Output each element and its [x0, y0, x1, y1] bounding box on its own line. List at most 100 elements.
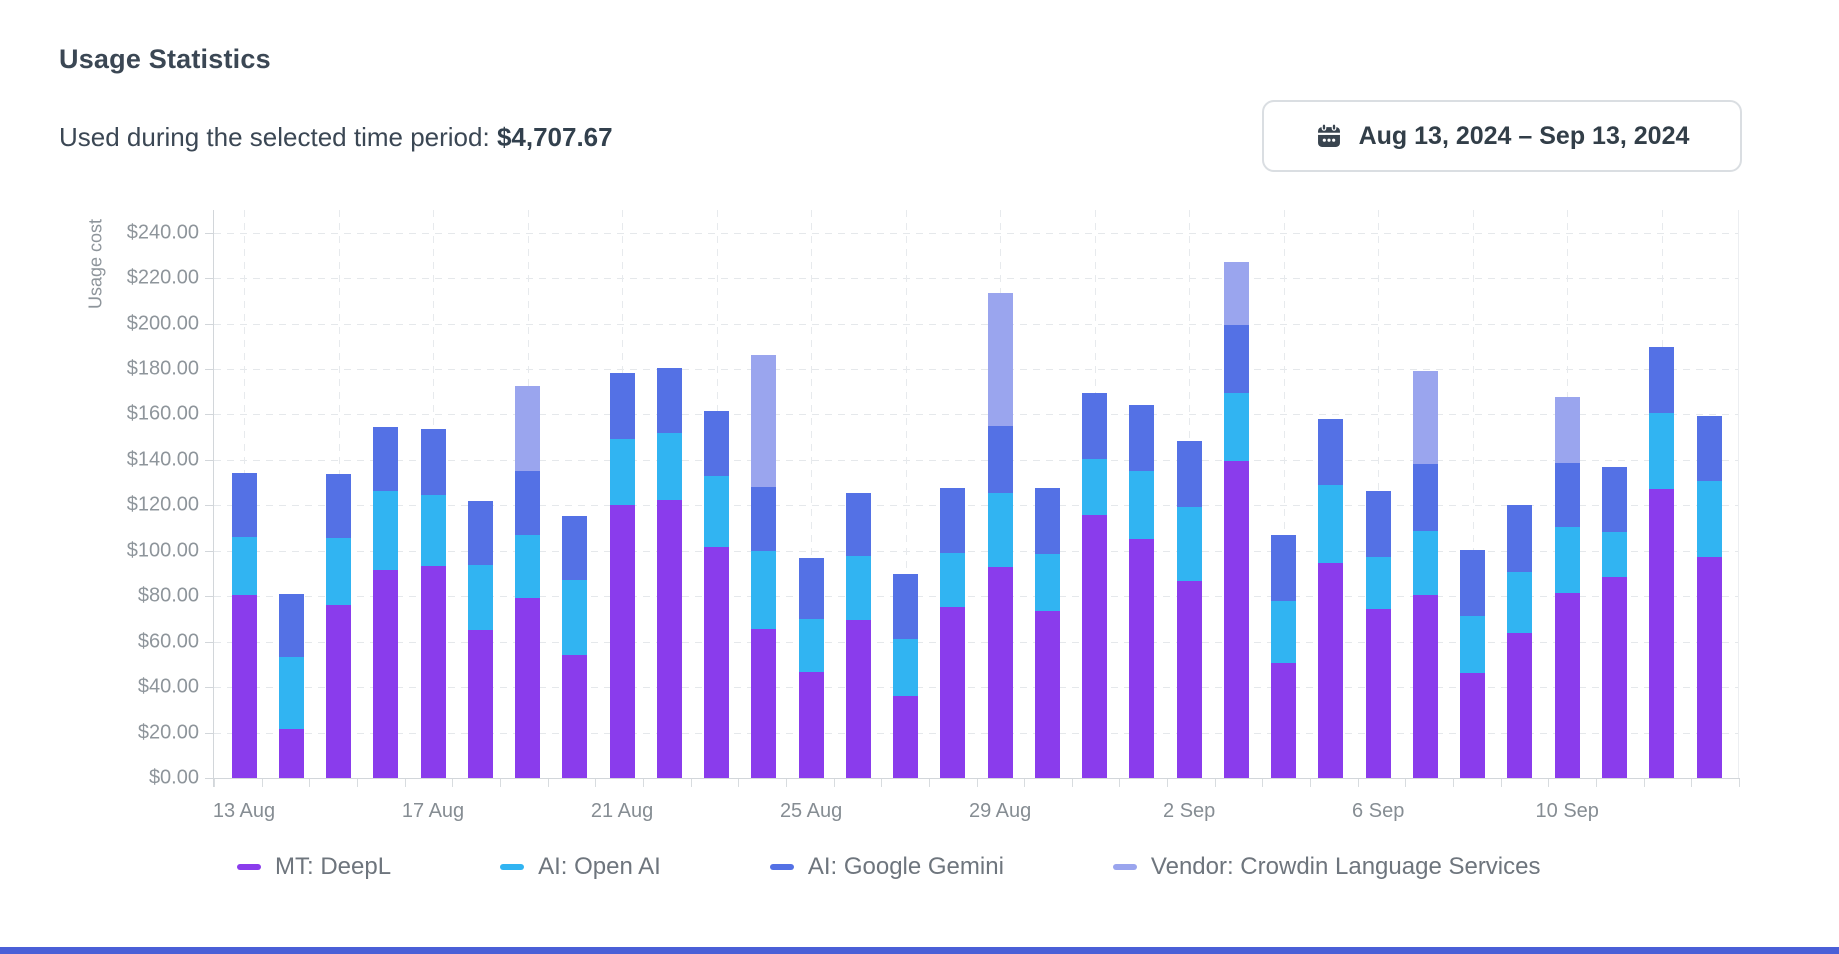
bar-segment[interactable]: [515, 597, 541, 778]
legend-item-open-ai[interactable]: AI: Open AI: [500, 853, 661, 881]
bar-9-sep[interactable]: [1507, 505, 1533, 778]
bar-segment[interactable]: [278, 728, 304, 778]
bar-segment[interactable]: [515, 535, 541, 598]
bar-segment[interactable]: [893, 638, 919, 697]
bar-segment[interactable]: [1412, 595, 1438, 778]
bar-24-aug[interactable]: [751, 355, 777, 778]
bar-segment[interactable]: [1129, 404, 1155, 471]
bar-25-aug[interactable]: [798, 557, 824, 778]
bar-23-aug[interactable]: [704, 411, 730, 778]
bar-segment[interactable]: [798, 671, 824, 778]
bar-segment[interactable]: [515, 386, 541, 471]
bar-4-sep[interactable]: [1271, 534, 1297, 778]
bar-22-aug[interactable]: [656, 368, 682, 778]
bar-segment[interactable]: [562, 580, 588, 655]
bar-segment[interactable]: [1460, 673, 1486, 778]
bar-segment[interactable]: [1601, 577, 1627, 778]
bar-5-sep[interactable]: [1318, 419, 1344, 778]
bar-segment[interactable]: [1554, 397, 1580, 463]
bar-28-aug[interactable]: [940, 488, 966, 778]
bar-segment[interactable]: [987, 293, 1013, 426]
bar-16-aug[interactable]: [373, 427, 399, 778]
bar-segment[interactable]: [420, 495, 446, 566]
bar-segment[interactable]: [1082, 515, 1108, 778]
bar-segment[interactable]: [373, 569, 399, 778]
bar-segment[interactable]: [1365, 609, 1391, 778]
bar-segment[interactable]: [940, 607, 966, 778]
bar-segment[interactable]: [1365, 556, 1391, 610]
bar-segment[interactable]: [1696, 556, 1722, 778]
bar-segment[interactable]: [373, 491, 399, 570]
bar-segment[interactable]: [1034, 611, 1060, 778]
bar-segment[interactable]: [1318, 484, 1344, 564]
bar-18-aug[interactable]: [467, 500, 493, 778]
bar-segment[interactable]: [1318, 563, 1344, 778]
bar-segment[interactable]: [845, 555, 871, 621]
bar-segment[interactable]: [609, 505, 635, 778]
bar-segment[interactable]: [1129, 470, 1155, 540]
bar-segment[interactable]: [1082, 459, 1108, 516]
bar-segment[interactable]: [704, 476, 730, 547]
bar-segment[interactable]: [940, 488, 966, 554]
bar-segment[interactable]: [987, 425, 1013, 494]
bar-segment[interactable]: [1696, 415, 1722, 482]
bar-segment[interactable]: [278, 656, 304, 729]
bar-segment[interactable]: [1176, 441, 1202, 507]
bar-segment[interactable]: [1554, 593, 1580, 778]
bar-6-sep[interactable]: [1365, 491, 1391, 778]
bar-segment[interactable]: [562, 654, 588, 778]
bar-segment[interactable]: [1271, 601, 1297, 664]
bar-segment[interactable]: [373, 427, 399, 492]
bar-segment[interactable]: [1412, 464, 1438, 532]
bar-segment[interactable]: [1460, 549, 1486, 616]
bar-13-aug[interactable]: [231, 473, 257, 778]
bar-segment[interactable]: [1460, 615, 1486, 674]
bar-17-aug[interactable]: [420, 429, 446, 778]
bar-segment[interactable]: [656, 433, 682, 500]
bar-segment[interactable]: [1034, 553, 1060, 612]
bar-segment[interactable]: [326, 604, 352, 778]
bar-segment[interactable]: [1082, 392, 1108, 460]
bar-segment[interactable]: [420, 565, 446, 778]
bar-27-aug[interactable]: [893, 574, 919, 778]
bar-segment[interactable]: [1649, 488, 1675, 778]
bar-segment[interactable]: [420, 429, 446, 496]
legend-item-google-gemini[interactable]: AI: Google Gemini: [769, 853, 1004, 881]
bar-segment[interactable]: [1176, 581, 1202, 778]
bar-1-sep[interactable]: [1129, 404, 1155, 778]
bar-10-sep[interactable]: [1554, 397, 1580, 778]
bar-segment[interactable]: [467, 564, 493, 631]
bar-segment[interactable]: [798, 619, 824, 672]
bar-11-sep[interactable]: [1601, 467, 1627, 778]
bar-12-sep[interactable]: [1649, 346, 1675, 778]
bar-segment[interactable]: [1412, 370, 1438, 465]
bar-segment[interactable]: [1223, 325, 1249, 393]
bar-31-aug[interactable]: [1082, 392, 1108, 778]
bar-segment[interactable]: [1649, 346, 1675, 413]
bar-segment[interactable]: [326, 538, 352, 605]
bar-segment[interactable]: [751, 628, 777, 778]
bar-segment[interactable]: [1034, 488, 1060, 554]
bar-segment[interactable]: [609, 373, 635, 440]
bar-segment[interactable]: [1365, 491, 1391, 557]
bar-segment[interactable]: [278, 593, 304, 657]
bar-segment[interactable]: [467, 500, 493, 565]
bar-segment[interactable]: [1554, 462, 1580, 528]
bar-segment[interactable]: [1507, 633, 1533, 778]
bar-segment[interactable]: [1412, 531, 1438, 596]
bar-segment[interactable]: [231, 537, 257, 595]
bar-segment[interactable]: [1507, 571, 1533, 634]
bar-segment[interactable]: [751, 486, 777, 552]
bar-segment[interactable]: [987, 567, 1013, 778]
bar-segment[interactable]: [326, 474, 352, 539]
bar-segment[interactable]: [1176, 506, 1202, 582]
bar-20-aug[interactable]: [562, 515, 588, 778]
bar-3-sep[interactable]: [1223, 261, 1249, 778]
bar-segment[interactable]: [1601, 467, 1627, 533]
bar-15-aug[interactable]: [326, 474, 352, 778]
bar-segment[interactable]: [1318, 419, 1344, 485]
bar-30-aug[interactable]: [1034, 488, 1060, 778]
bar-segment[interactable]: [231, 594, 257, 778]
bar-segment[interactable]: [1271, 534, 1297, 602]
bar-21-aug[interactable]: [609, 373, 635, 778]
